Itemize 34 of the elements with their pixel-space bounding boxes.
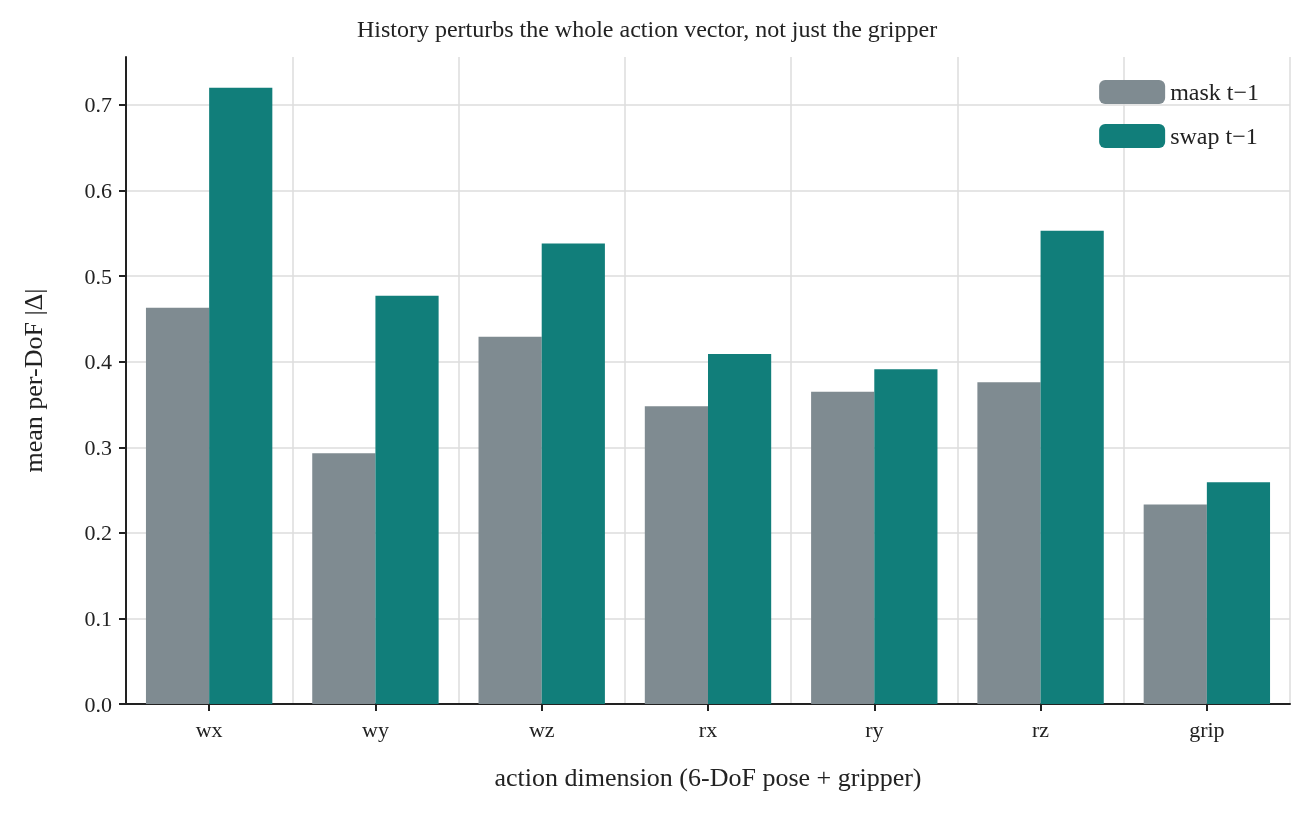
y-axis-title: mean per-DoF |Δ| [18,288,48,473]
x-tick-label: wy [361,716,389,742]
bar [312,453,376,704]
bar [1206,482,1271,704]
bar [375,295,439,704]
chart-title: History perturbs the whole action vector, not just the gripper [356,16,938,42]
bar [478,336,542,704]
y-tick-label: 0.7 [84,92,112,118]
bar [1143,504,1207,704]
bar [874,369,938,704]
x-tick-label: wz [528,716,555,742]
bar [708,353,772,704]
y-tick-label: 0.6 [84,178,112,204]
bar [541,243,605,704]
bar [644,406,708,704]
x-tick-label: ry [865,716,884,742]
y-tick-label: 0.1 [84,605,112,631]
legend-label: mask t−1 [1170,79,1260,105]
y-tick-label: 0.5 [84,263,112,289]
bar [145,307,210,704]
x-tick-label: rx [698,716,718,742]
y-tick-label: 0.2 [84,520,112,546]
y-tick-label: 0.3 [84,434,112,460]
bar [977,382,1041,704]
bar [209,87,273,704]
x-tick-label: wx [195,716,223,742]
x-axis-title: action dimension (6-DoF pose + gripper) [494,762,922,792]
bar [1040,230,1104,704]
x-tick-label: grip [1189,716,1225,742]
x-tick-label: rz [1032,716,1050,742]
legend-label: swap t−1 [1170,123,1258,149]
bar [811,391,875,704]
y-tick-label: 0.0 [84,691,112,717]
y-tick-label: 0.4 [84,349,112,375]
